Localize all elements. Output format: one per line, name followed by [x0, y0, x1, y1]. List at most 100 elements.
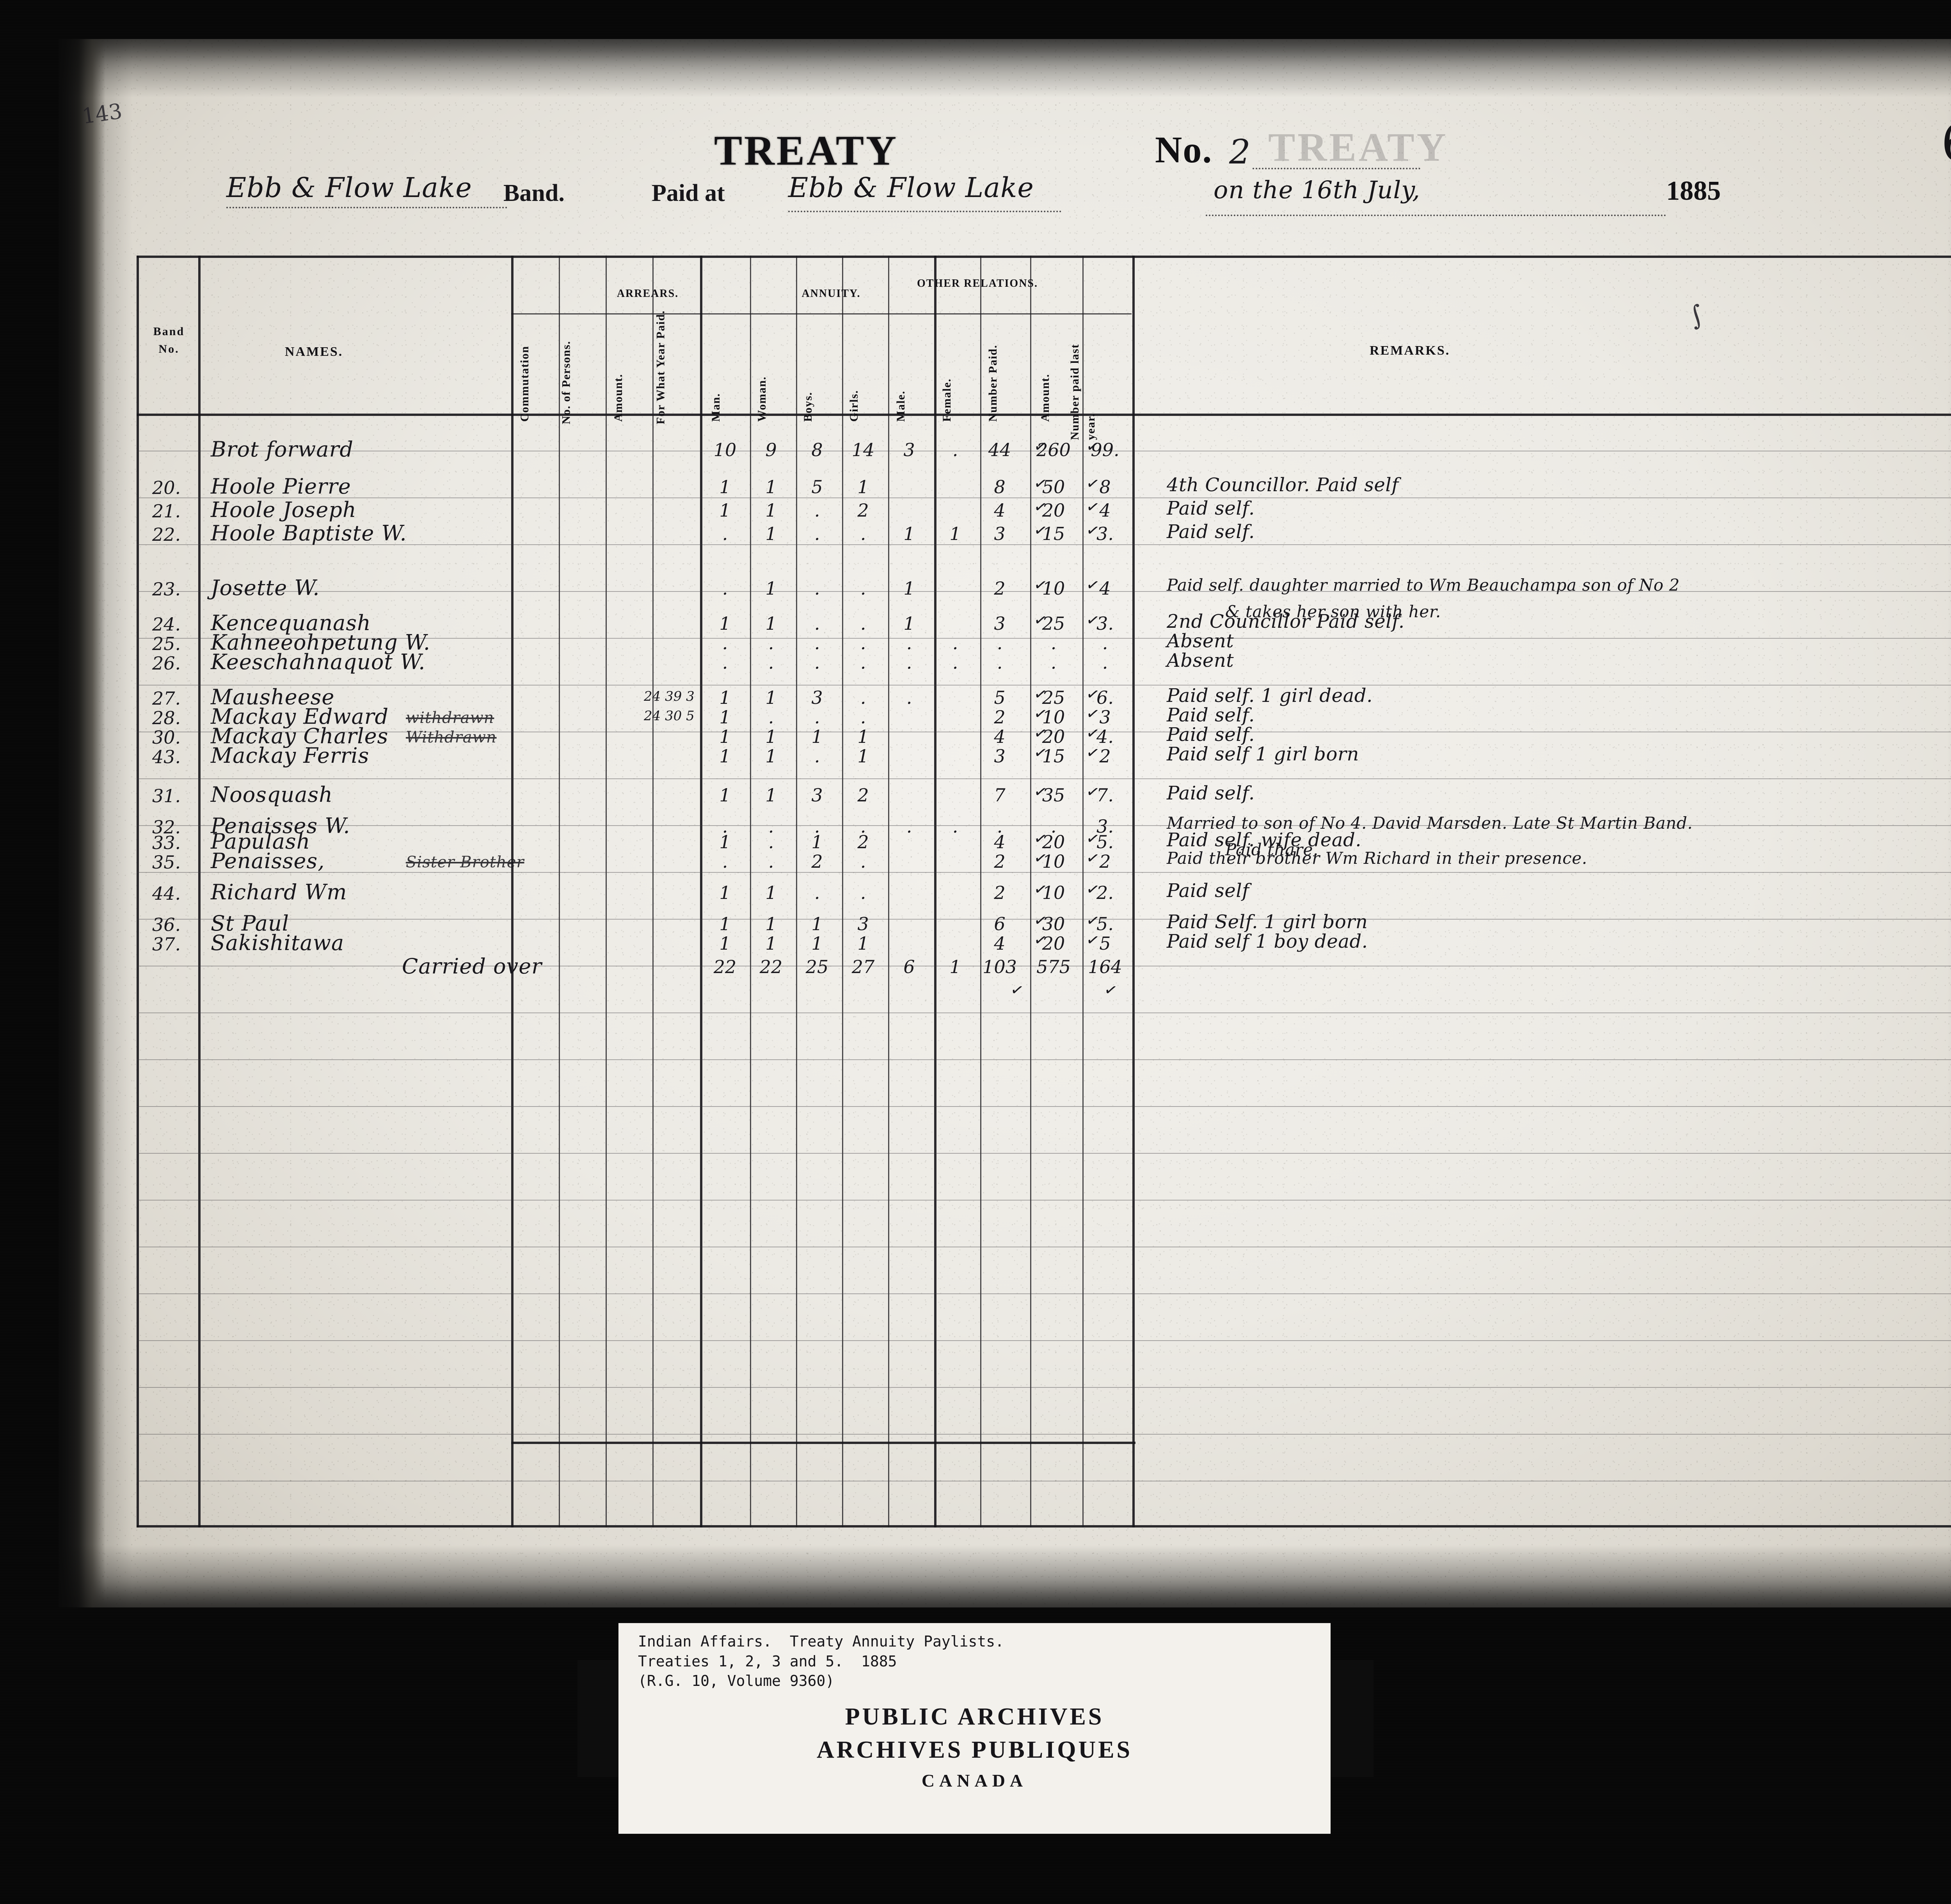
row-remark: 4th Councillor. Paid self: [1167, 474, 1399, 496]
cell-woman: .: [768, 851, 774, 872]
rule-line: [137, 497, 1951, 498]
cell-girls: 3: [857, 913, 869, 934]
cell-number-paid: 4: [994, 831, 1006, 853]
cell-girls: .: [860, 613, 866, 634]
row-remark: Paid Self. 1 girl born: [1167, 911, 1368, 933]
cell-man: 1: [719, 687, 731, 708]
cell-other-male: 3: [903, 439, 915, 460]
cell-number-paid: 3: [994, 613, 1006, 634]
cell-woman: 1: [765, 613, 777, 634]
cell-boys: .: [814, 632, 820, 654]
cell-other-female: .: [952, 632, 958, 654]
page-title: TREATY: [714, 128, 899, 174]
cell-boys: 3: [811, 785, 823, 806]
cell-man: 1: [719, 726, 731, 747]
cell-girls: 2: [857, 500, 869, 521]
row-remark: Paid self.: [1167, 782, 1255, 804]
row-band-no: 37.: [152, 934, 181, 955]
row-band-no: 44.: [152, 883, 181, 904]
row-band-no: 22.: [152, 524, 181, 545]
cell-number-paid: 7: [994, 785, 1006, 806]
cell-woman: 1: [765, 882, 777, 903]
cell-other-female: .: [952, 652, 958, 673]
treaty-number-value: 2: [1229, 133, 1251, 172]
cell-other-female: .: [952, 816, 958, 837]
col-sep-year-paid: [700, 256, 702, 1527]
row-band-no: 24.: [152, 614, 181, 635]
row-band-no: 36.: [152, 914, 181, 935]
cell-boys: 3: [811, 687, 823, 708]
row-band-no: 21.: [152, 501, 181, 522]
cell-woman: 9: [765, 439, 777, 460]
total-amount: 575: [1036, 956, 1071, 977]
cell-woman: 1: [765, 913, 777, 934]
cell-girls: .: [860, 707, 866, 728]
cell-man: .: [722, 851, 728, 872]
rule-line: [137, 1200, 1951, 1201]
row-band-no: 23.: [152, 579, 181, 600]
cell-girls: .: [860, 632, 866, 654]
cell-man: 1: [719, 746, 731, 767]
cell-girls: .: [860, 882, 866, 903]
rule-line: [137, 1059, 1951, 1060]
col-sep-man: [750, 256, 751, 1527]
row-remark: Paid self.: [1167, 704, 1255, 726]
group-header-annuity: ANNUITY.: [801, 288, 861, 300]
cell-girls: 2: [857, 831, 869, 853]
row-band-no: 28.: [152, 707, 181, 728]
rule-line: [137, 544, 1951, 545]
row-remark: Paid self. daughter married to Wm Beauch…: [1167, 575, 1680, 595]
col-sep-names: [511, 256, 514, 1527]
cell-girls: 1: [857, 933, 869, 954]
total-paid-last-year: 164: [1088, 956, 1122, 977]
cell-man: 1: [719, 613, 731, 634]
cell-man: 10: [713, 439, 737, 460]
cell-woman: .: [768, 652, 774, 673]
rule-line: [137, 1387, 1951, 1388]
label-notch-left: [577, 1660, 618, 1777]
cell-amount: .: [1050, 632, 1057, 654]
cell-man: 1: [719, 831, 731, 853]
col-header-other-male: Male.: [894, 391, 907, 422]
col-header-commutation: Commutation: [518, 346, 531, 422]
rule-line: [137, 778, 1951, 779]
cell-paid-last-year: .: [1102, 632, 1108, 654]
group-header-other-relations: OTHER RELATIONS.: [917, 277, 1038, 290]
cell-other-female: .: [952, 439, 958, 460]
cell-man: 1: [719, 913, 731, 934]
cell-man: 1: [719, 707, 731, 728]
title-ghost-imprint: TREATY: [1268, 125, 1448, 170]
total-man: 22: [713, 956, 737, 977]
total-woman: 22: [759, 956, 783, 977]
page-number: 67: [1941, 113, 1951, 172]
row-name: Hoole Baptiste W.: [211, 521, 407, 545]
cell-other-male: 1: [903, 578, 915, 599]
cell-number-paid: 8: [994, 476, 1006, 497]
year-value: 1885: [1666, 176, 1721, 206]
row-name: Sakishitawa: [211, 931, 345, 955]
total-other-male: 6: [903, 956, 915, 977]
row-name-strikethrough: withdrawn: [406, 709, 494, 727]
rule-line: [137, 1340, 1951, 1341]
cell-woman: 1: [765, 500, 777, 521]
col-sep-girls: [888, 256, 889, 1527]
row-remark: Paid self. 1 girl dead.: [1167, 685, 1373, 707]
cell-number-paid: 2: [994, 882, 1006, 903]
cell-number-paid: 4: [994, 933, 1006, 954]
rule-line: [137, 685, 1951, 686]
cell-woman: 1: [765, 746, 777, 767]
col-header-remarks: REMARKS.: [1370, 343, 1450, 358]
cell-paid-last-year: .: [1102, 652, 1108, 673]
archive-label: Indian Affairs. Treaty Annuity Paylists.…: [577, 1623, 1374, 1834]
row-name: Josette W.: [211, 575, 320, 600]
col-header-number-paid: Number Paid.: [986, 345, 999, 422]
cell-girls: 1: [857, 476, 869, 497]
cell-amount: .: [1050, 652, 1057, 673]
rule-line: [137, 1012, 1951, 1013]
cell-woman: 1: [765, 476, 777, 497]
cell-other-male: .: [906, 816, 912, 837]
total-boys: 25: [805, 956, 829, 977]
cell-girls: 2: [857, 785, 869, 806]
row-remark: Paid self.: [1167, 724, 1255, 746]
paid-at-label: Paid at: [652, 180, 725, 206]
